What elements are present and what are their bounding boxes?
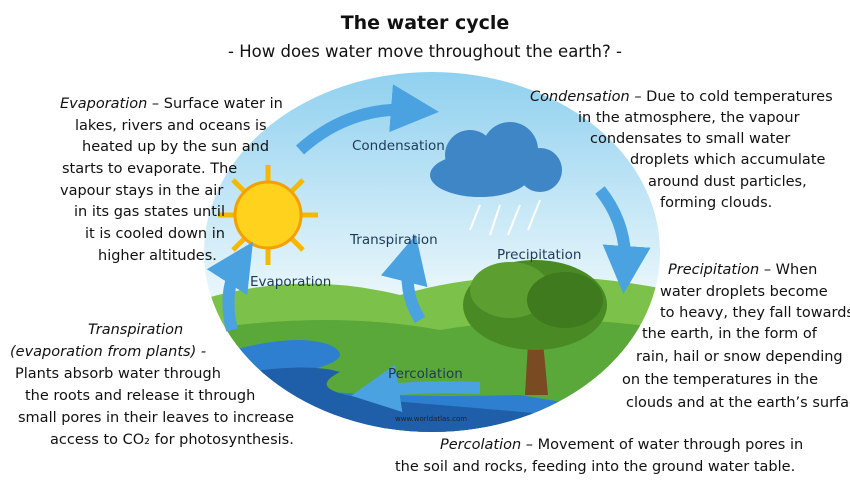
text: lakes, rivers and oceans is [75,118,267,134]
text: forming clouds. [660,195,773,211]
precipitation-line: clouds and at the earth’s surface. [626,393,850,413]
text: clouds and at the earth’s surface. [626,395,850,411]
transpiration-line: Transpiration [88,320,183,340]
transpiration-line: access to CO₂ for photosynthesis. [50,430,294,450]
text: higher altitudes. [98,248,217,264]
title: The water cycle [340,12,510,34]
term: Transpiration [88,322,184,338]
evaporation-line: heated up by the sun and [82,137,269,157]
percolation-line: Percolation – Movement of water through … [440,435,803,455]
evaporation-line: in its gas states until [74,202,225,222]
text: to heavy, they fall towards [660,305,850,321]
precipitation-line: Precipitation – When [668,260,817,280]
text: in the atmosphere, the vapour [578,110,800,126]
text: the roots and release it through [25,388,256,404]
precipitation-line: water droplets become [660,282,828,302]
precipitation-line: rain, hail or snow depending [636,347,843,367]
text: it is cooled down in [85,226,225,242]
precipitation-line: on the temperatures in the [622,370,818,390]
term: Condensation [530,89,630,105]
label-condensation: Condensation [352,138,445,154]
percolation-line: the soil and rocks, feeding into the gro… [395,457,795,477]
evaporation-line: higher altitudes. [98,246,217,266]
text: droplets which accumulate [630,152,826,168]
term: (evaporation from plants) - [10,344,207,360]
text: small pores in their leaves to increase [18,410,295,426]
sun [218,165,318,265]
rain [469,199,541,236]
text: starts to evaporate. The [62,161,238,177]
evaporation-line: starts to evaporate. The [62,159,237,179]
text: – Due to cold temperatures [629,89,833,105]
text: the soil and rocks, feeding into the gro… [395,459,796,475]
label-percolation: Percolation [388,366,463,382]
condensation-line: around dust particles, [648,172,807,192]
text: in its gas states until [74,204,225,220]
evaporation-line: lakes, rivers and oceans is [75,116,267,136]
label-evaporation: Evaporation [250,274,331,290]
cloud [430,122,562,197]
term: Precipitation [668,262,760,278]
subtitle: - How does water move throughout the ear… [228,42,622,61]
text: condensates to small water [590,131,791,147]
evaporation-line: Evaporation – Surface water in [60,94,283,114]
text: – Movement of water through pores in [521,437,804,453]
evaporation-line: it is cooled down in [85,224,225,244]
condensation-line: droplets which accumulate [630,150,825,170]
tree [463,260,607,395]
arrows [206,84,651,413]
text: on the temperatures in the [622,372,819,388]
precipitation-line: the earth, in the form of [642,324,817,344]
label-precipitation: Precipitation [497,247,581,263]
term: Evaporation [60,96,148,112]
transpiration-line: the roots and release it through [25,386,255,406]
condensation-line: in the atmosphere, the vapour [578,108,800,128]
text: Plants absorb water through [15,366,221,382]
text: water droplets become [660,284,828,300]
transpiration-line: small pores in their leaves to increase [18,408,294,428]
text: heated up by the sun and [82,139,270,155]
transpiration-line: Plants absorb water through [15,364,221,384]
text: around dust particles, [648,174,807,190]
evaporation-line: vapour stays in the air [60,181,223,201]
text: rain, hail or snow depending [636,349,843,365]
credit: www.worldatlas.com [395,415,467,423]
text: the earth, in the form of [642,326,817,342]
text: access to CO₂ for photosynthesis. [50,432,294,448]
condensation-line: forming clouds. [660,193,772,213]
precipitation-line: to heavy, they fall towards [660,303,850,323]
text: – Surface water in [147,96,283,112]
label-transpiration: Transpiration [349,232,438,248]
condensation-line: condensates to small water [590,129,790,149]
term: Percolation [440,437,522,453]
text: vapour stays in the air [60,183,224,199]
text: – When [759,262,818,278]
condensation-line: Condensation – Due to cold temperatures [530,87,833,107]
transpiration-line: (evaporation from plants) - [10,342,206,362]
